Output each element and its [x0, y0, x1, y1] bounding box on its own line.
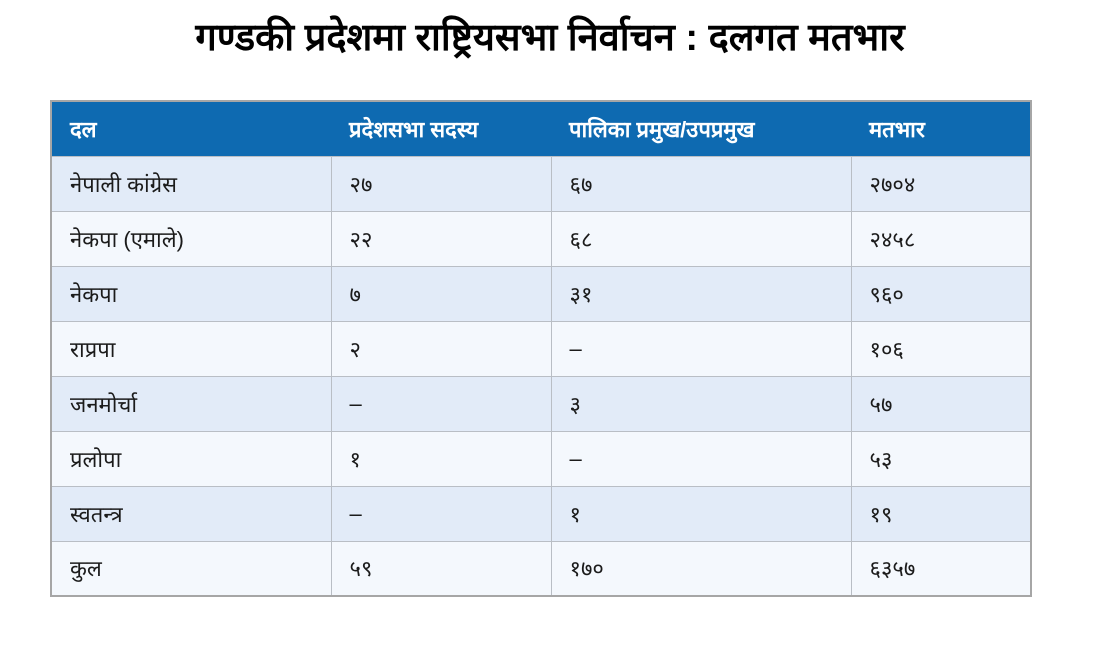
- page-title: गण्डकी प्रदेशमा राष्ट्रियसभा निर्वाचन : …: [195, 17, 905, 59]
- value-cell: –: [330, 375, 552, 432]
- value-cell: ५३: [850, 430, 1032, 487]
- value-cell: २२: [330, 210, 552, 267]
- party-cell: नेपाली कांग्रेस: [50, 155, 332, 212]
- total-row: कुल ५९ १७० ६३५७: [50, 540, 1032, 597]
- value-cell: ६७: [550, 155, 852, 212]
- party-cell: स्वतन्त्र: [50, 485, 332, 542]
- column-header: पालिका प्रमुख/उपप्रमुख: [551, 101, 851, 156]
- table-row: नेकपा (एमाले) २२ ६८ २४५८: [50, 210, 1032, 267]
- party-cell: जनमोर्चा: [50, 375, 332, 432]
- value-cell: ७: [330, 265, 552, 322]
- party-cell: राप्रपा: [50, 320, 332, 377]
- value-cell: ५९: [330, 540, 552, 597]
- table-row: राप्रपा २–१०६: [50, 320, 1032, 377]
- election-vote-weight-table: दल प्रदेशसभा सदस्य पालिका प्रमुख/उपप्रमुख म…: [50, 100, 1032, 597]
- value-cell: १: [550, 485, 852, 542]
- table-body: नेपाली कांग्रेस २७ ६७ २७०४ नेकपा (एमाले) २२ ६८…: [50, 155, 1032, 597]
- table-row: जनमोर्चा –३ ५७: [50, 375, 1032, 432]
- column-header: दल: [51, 101, 331, 156]
- value-cell: १: [330, 430, 552, 487]
- value-cell: ३१: [550, 265, 852, 322]
- party-cell: नेकपा: [50, 265, 332, 322]
- column-header: प्रदेशसभा सदस्य: [331, 101, 551, 156]
- table-header-row: दल प्रदेशसभा सदस्य पालिका प्रमुख/उपप्रमुख म…: [51, 101, 1031, 156]
- table-row: प्रलोपा १–५३: [50, 430, 1032, 487]
- party-cell: कुल: [50, 540, 332, 597]
- table-row: नेपाली कांग्रेस २७ ६७ २७०४: [50, 155, 1032, 212]
- value-cell: ३: [550, 375, 852, 432]
- value-cell: २४५८: [850, 210, 1032, 267]
- value-cell: ९६०: [850, 265, 1032, 322]
- value-cell: ६३५७: [850, 540, 1032, 597]
- table-header: दल प्रदेशसभा सदस्य पालिका प्रमुख/उपप्रमुख म…: [51, 101, 1031, 156]
- value-cell: –: [330, 485, 552, 542]
- value-cell: २: [330, 320, 552, 377]
- value-cell: –: [550, 430, 852, 487]
- value-cell: २७: [330, 155, 552, 212]
- party-cell: प्रलोपा: [50, 430, 332, 487]
- table-row: नेकपा ७ ३१ ९६०: [50, 265, 1032, 322]
- value-cell: १७०: [550, 540, 852, 597]
- value-cell: ५७: [850, 375, 1032, 432]
- column-header: मतभार: [851, 101, 1031, 156]
- value-cell: १९: [850, 485, 1032, 542]
- value-cell: –: [550, 320, 852, 377]
- party-cell: नेकपा (एमाले): [50, 210, 332, 267]
- value-cell: १०६: [850, 320, 1032, 377]
- table-row: स्वतन्त्र –१ १९: [50, 485, 1032, 542]
- value-cell: ६८: [550, 210, 852, 267]
- value-cell: २७०४: [850, 155, 1032, 212]
